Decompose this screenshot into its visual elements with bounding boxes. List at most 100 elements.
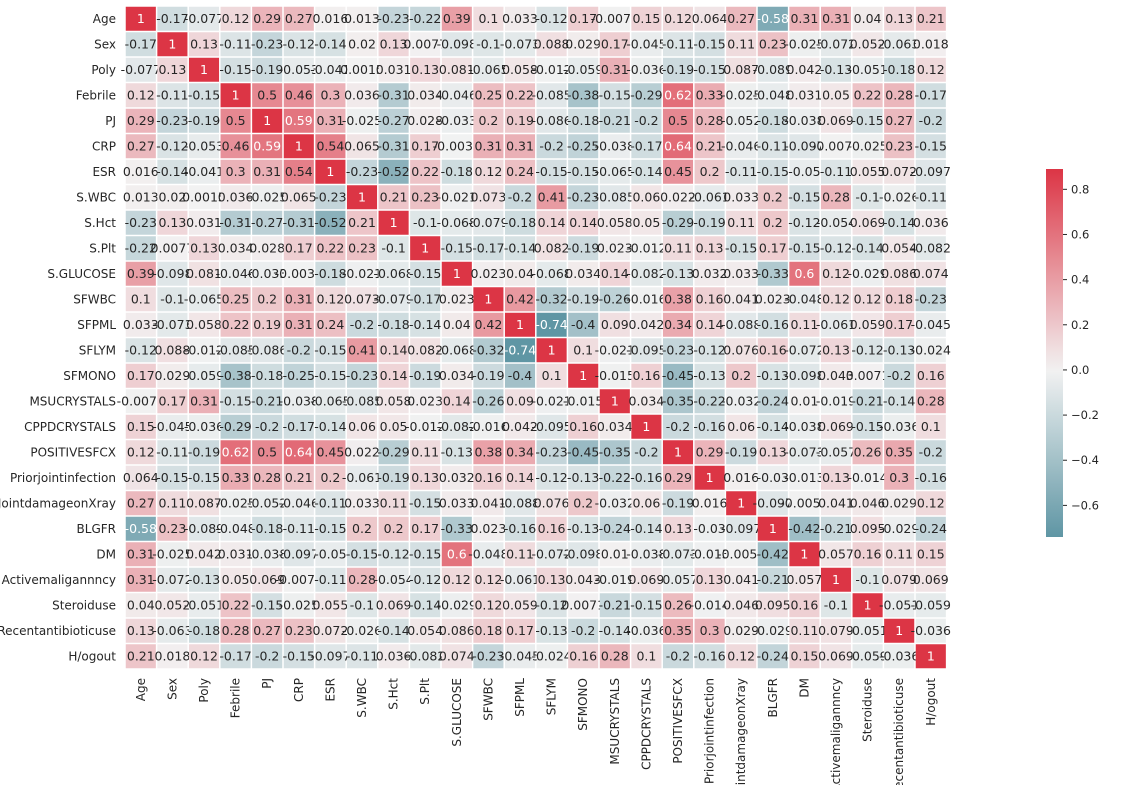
cell-value-label: 0.01 bbox=[601, 546, 629, 561]
heatmap-cell bbox=[441, 593, 472, 618]
heatmap-cell bbox=[315, 32, 346, 57]
cell-value-label: -0.068 bbox=[437, 342, 477, 357]
heatmap-cell bbox=[125, 491, 156, 516]
heatmap-cell bbox=[252, 287, 283, 312]
heatmap-cell bbox=[726, 440, 757, 465]
heatmap-cell bbox=[789, 440, 820, 465]
cell-value-label: -0.2 bbox=[255, 648, 279, 663]
cell-value-label: 0.12 bbox=[917, 62, 945, 77]
heatmap-cell bbox=[726, 6, 757, 31]
cell-value-label: -0.15 bbox=[567, 164, 599, 179]
cell-value-label: -0.23 bbox=[567, 189, 599, 204]
cell-value-label: 0.29 bbox=[696, 444, 724, 459]
cell-value-label: 0.27 bbox=[127, 495, 155, 510]
cell-value-label: -0.16 bbox=[630, 470, 662, 485]
heatmap-cell bbox=[884, 236, 915, 261]
heatmap-cell bbox=[726, 312, 757, 337]
heatmap-cell bbox=[789, 312, 820, 337]
cell-value-label: 0.22 bbox=[222, 317, 250, 332]
heatmap-cell bbox=[125, 644, 156, 669]
heatmap-cell bbox=[884, 542, 915, 567]
cell-value-label: 0.088 bbox=[534, 36, 570, 51]
heatmap-cell bbox=[757, 185, 788, 210]
cell-value-label: -0.048 bbox=[468, 546, 508, 561]
cell-value-label: -0.11 bbox=[314, 495, 346, 510]
heatmap-cell bbox=[346, 338, 378, 363]
cell-value-label: 0.064 bbox=[692, 11, 728, 26]
cell-value-label: 0.032 bbox=[692, 266, 728, 281]
cell-value-label: 0.39 bbox=[127, 266, 155, 281]
heatmap-cell bbox=[662, 159, 694, 184]
cell-value-label: -0.089 bbox=[753, 62, 793, 77]
cell-value-label: -0.15 bbox=[188, 87, 220, 102]
heatmap-cell bbox=[915, 389, 946, 414]
heatmap-cell bbox=[852, 32, 883, 57]
heatmap-cell bbox=[315, 516, 346, 541]
heatmap-cell bbox=[220, 593, 251, 618]
heatmap-cell bbox=[441, 312, 472, 337]
heatmap-cell bbox=[157, 618, 188, 643]
cell-value-label: 0.082 bbox=[534, 240, 570, 255]
cell-value-label: 0.0077 bbox=[151, 240, 195, 255]
cell-value-label: -0.085 bbox=[595, 189, 635, 204]
heatmap-cell bbox=[473, 516, 504, 541]
cell-value-label: 0.069 bbox=[818, 648, 854, 663]
heatmap-cell bbox=[283, 287, 314, 312]
column-label: Poly bbox=[197, 678, 211, 703]
cell-value-label: 1 bbox=[927, 648, 935, 663]
heatmap-cell bbox=[915, 593, 946, 618]
heatmap-cell bbox=[252, 542, 283, 567]
heatmap-cell bbox=[820, 440, 852, 465]
heatmap-cell bbox=[346, 83, 378, 108]
heatmap-cell bbox=[662, 83, 694, 108]
heatmap-cell bbox=[473, 210, 504, 235]
heatmap-cell bbox=[283, 108, 314, 133]
heatmap-cell bbox=[441, 542, 472, 567]
heatmap-cell bbox=[915, 491, 946, 516]
heatmap-cell bbox=[536, 618, 567, 643]
cell-value-label: 0.17 bbox=[411, 521, 439, 536]
cell-value-label: -0.036 bbox=[879, 648, 919, 663]
cell-value-label: -0.23 bbox=[314, 189, 346, 204]
cell-value-label: 0.09 bbox=[506, 393, 534, 408]
cell-value-label: 0.13 bbox=[696, 572, 724, 587]
heatmap-cell bbox=[568, 644, 599, 669]
cell-value-label: 0.031 bbox=[787, 87, 823, 102]
cell-value-label: -0.097 bbox=[753, 495, 793, 510]
heatmap-cell bbox=[188, 134, 220, 159]
cell-value-label: 0.034 bbox=[565, 266, 601, 281]
cell-value-label: 0.35 bbox=[664, 623, 692, 638]
row-label: ESR bbox=[92, 165, 116, 179]
cell-value-label: -0.12 bbox=[156, 138, 188, 153]
heatmap-cell bbox=[346, 644, 378, 669]
cell-value-label: -0.079 bbox=[373, 291, 413, 306]
cell-value-label: -0.11 bbox=[283, 521, 315, 536]
cell-value-label: 0.043 bbox=[818, 368, 854, 383]
cell-value-label: 1 bbox=[232, 87, 240, 102]
heatmap-cell bbox=[315, 363, 346, 388]
heatmap-cell bbox=[346, 491, 378, 516]
cell-value-label: 0.28 bbox=[885, 87, 913, 102]
cell-value-label: -0.19 bbox=[188, 444, 220, 459]
cell-value-label: -0.024 bbox=[531, 648, 571, 663]
heatmap-cell bbox=[631, 618, 662, 643]
heatmap-cell bbox=[283, 363, 314, 388]
cell-value-label: -0.12 bbox=[851, 342, 883, 357]
heatmap-cell bbox=[789, 185, 820, 210]
heatmap-cell bbox=[884, 32, 915, 57]
cell-value-label: 0.069 bbox=[913, 572, 949, 587]
heatmap-cell bbox=[631, 567, 662, 592]
cell-value-label: -0.23 bbox=[472, 648, 504, 663]
heatmap-cell bbox=[125, 261, 156, 286]
heatmap-cell bbox=[915, 338, 946, 363]
heatmap-cell bbox=[252, 261, 283, 286]
cell-value-label: -0.098 bbox=[152, 266, 192, 281]
cell-value-label: -0.74 bbox=[535, 317, 567, 332]
cell-value-label: -0.12 bbox=[377, 546, 409, 561]
cell-value-label: 1 bbox=[137, 11, 145, 26]
cell-value-label: 0.17 bbox=[759, 240, 787, 255]
heatmap-cell bbox=[852, 6, 883, 31]
cell-value-label: 0.12 bbox=[727, 648, 755, 663]
cell-value-label: 1 bbox=[421, 240, 429, 255]
cell-value-label: -0.038 bbox=[595, 138, 635, 153]
